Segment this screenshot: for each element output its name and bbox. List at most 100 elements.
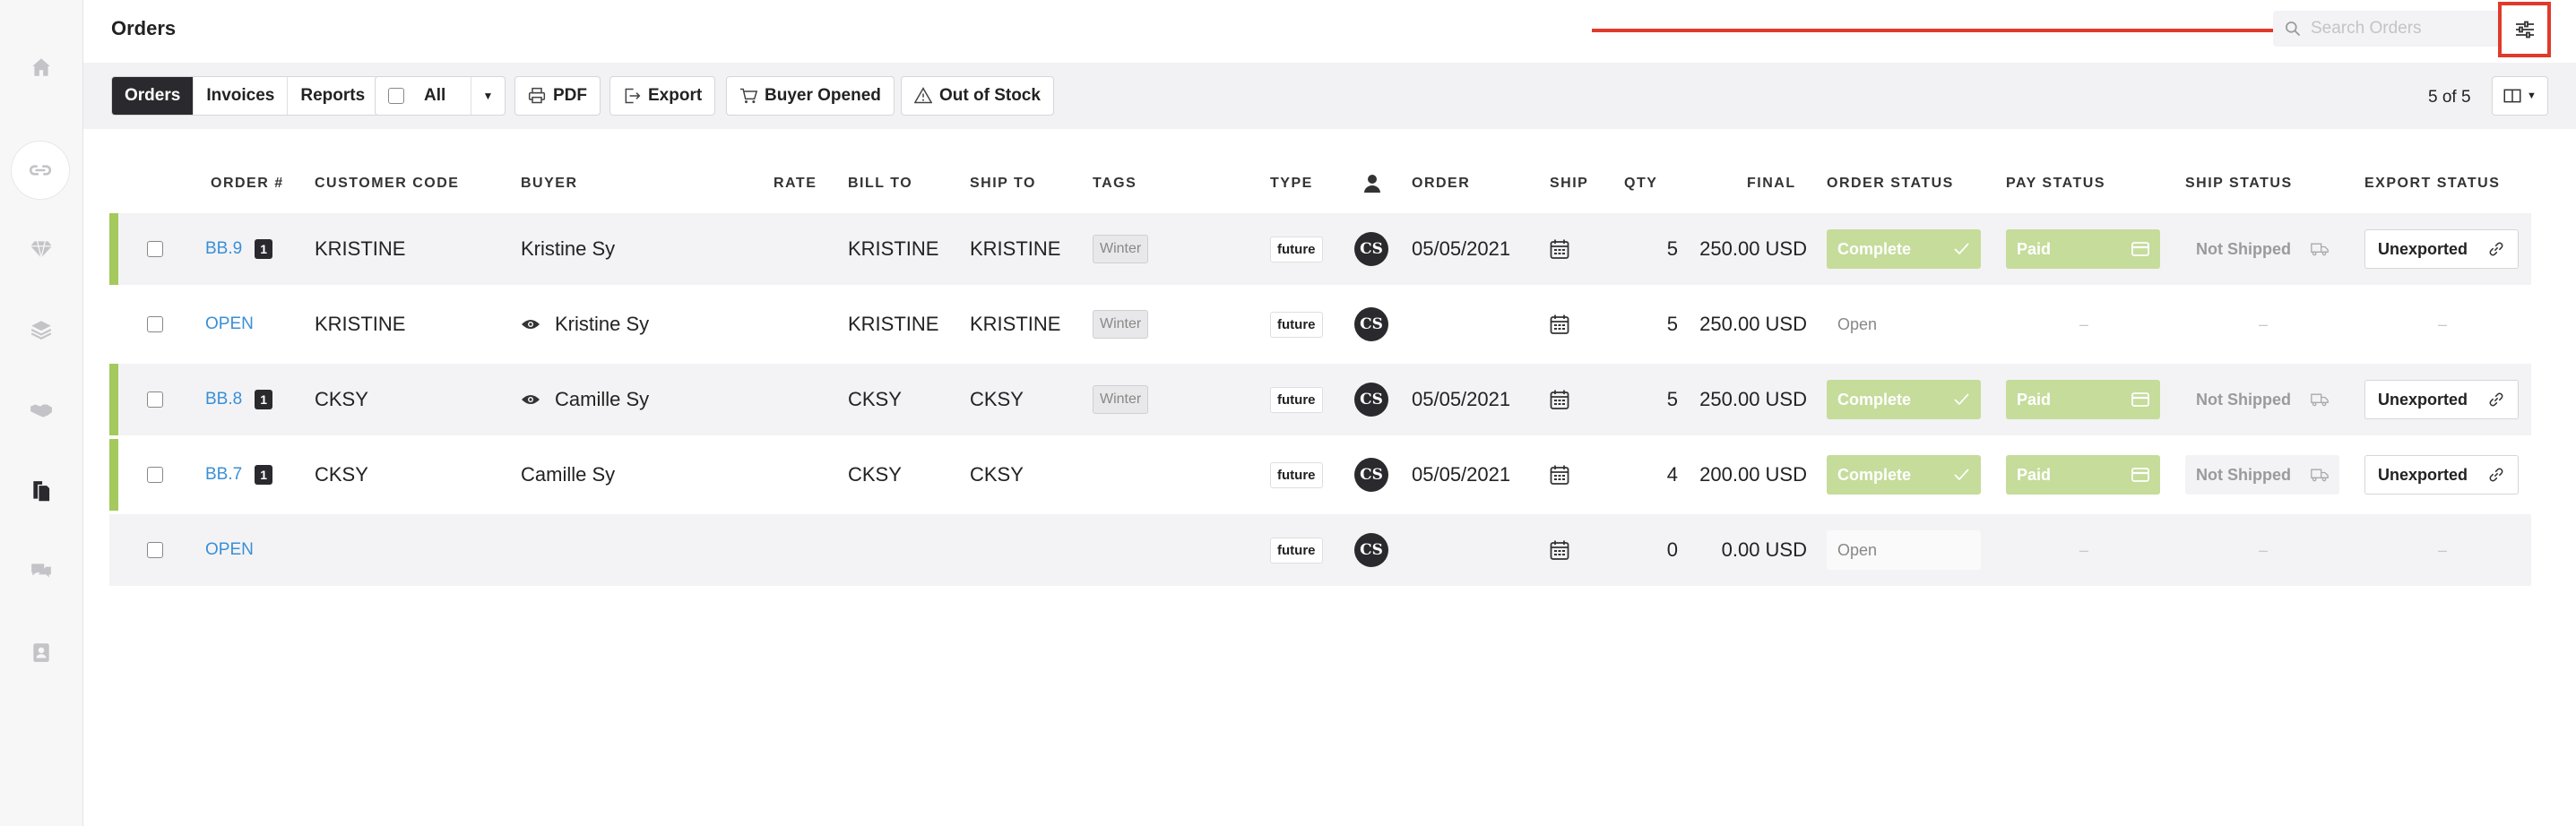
select-all-dropdown[interactable]: All ▼ [375,76,506,116]
col-ship-status[interactable]: SHIP STATUS [2185,176,2293,191]
handshake-icon[interactable] [24,393,58,427]
order-date: 05/05/2021 [1412,463,1511,486]
order-count-badge: 1 [255,239,273,259]
avatar: CS [1354,232,1388,266]
export-status-button[interactable]: Unexported [2364,455,2519,495]
home-icon[interactable] [24,50,58,84]
order-status-badge[interactable]: Open [1827,530,1981,570]
order-number-link[interactable]: BB.7 [205,465,243,484]
link-icon[interactable] [11,141,70,200]
row-checkbox[interactable] [147,316,163,332]
col-order-number[interactable]: ORDER # [211,176,284,191]
row-accent [109,439,118,511]
pay-status-badge[interactable]: Paid [2006,229,2160,269]
chat-icon[interactable] [24,555,58,589]
col-qty[interactable]: QTY [1624,176,1658,191]
row-checkbox[interactable] [147,467,163,483]
avatar: CS [1354,307,1388,341]
pay-status-label: Paid [2017,239,2052,258]
truck-icon [2311,243,2329,256]
row-checkbox[interactable] [147,241,163,257]
order-number-link[interactable]: OPEN [205,540,254,559]
search-input[interactable] [2311,19,2490,39]
ship-status-badge[interactable]: Not Shipped [2185,455,2339,495]
clipboard-icon[interactable] [24,635,58,669]
order-status-badge[interactable]: Complete [1827,455,1981,495]
table-row[interactable]: BB.8 1 CKSY Camille Sy CKSY CKSY Winter f… [109,364,2531,435]
documents-icon[interactable] [24,474,58,508]
ship-status-badge[interactable]: Not Shipped [2185,380,2339,419]
row-checkbox[interactable] [147,542,163,558]
order-status-badge[interactable]: Complete [1827,380,1981,419]
ship-to: KRISTINE [970,313,1061,335]
eye-icon [522,320,540,329]
export-button[interactable]: Export [609,76,716,116]
view-tabs: Orders Invoices Reports [111,76,379,116]
calendar-icon[interactable] [1550,238,1569,260]
tab-orders[interactable]: Orders [112,77,194,115]
buyer-name: Camille Sy [555,388,650,410]
pay-status-label: Paid [2017,390,2052,409]
table-row[interactable]: BB.7 1 CKSY Camille Sy CKSY CKSY future C… [109,439,2531,511]
buyer-opened-button[interactable]: Buyer Opened [726,76,895,116]
ship-status-empty: – [2259,540,2269,559]
table-row[interactable]: OPEN future CS 0 0.00 USD Open – – – [109,514,2531,586]
order-number-link[interactable]: OPEN [205,314,254,333]
row-checkbox[interactable] [147,391,163,408]
filter-settings-button[interactable] [2498,2,2551,57]
layers-icon[interactable] [24,313,58,347]
col-type[interactable]: TYPE [1270,176,1313,191]
col-rate[interactable]: RATE [774,176,817,191]
col-buyer[interactable]: BUYER [521,176,578,191]
buyer-name: Kristine Sy [555,313,650,335]
out-of-stock-button[interactable]: Out of Stock [901,76,1054,116]
order-date: 05/05/2021 [1412,237,1511,260]
col-order-status[interactable]: ORDER STATUS [1827,176,1954,191]
select-all-label: All [424,86,446,105]
calendar-icon[interactable] [1550,389,1569,410]
caret-down-icon[interactable]: ▼ [471,77,505,115]
calendar-icon[interactable] [1550,464,1569,486]
gem-icon[interactable] [24,232,58,266]
order-status-badge[interactable]: Open [1827,305,1981,344]
order-number-link[interactable]: BB.9 [205,239,243,258]
pdf-button[interactable]: PDF [514,76,601,116]
col-order-date[interactable]: ORDER [1412,176,1471,191]
col-pay-status[interactable]: PAY STATUS [2006,176,2106,191]
type-badge: future [1270,236,1323,262]
table-row[interactable]: OPEN KRISTINE Kristine Sy KRISTINE KRIST… [109,288,2531,360]
tab-invoices[interactable]: Invoices [194,77,289,115]
export-status-button[interactable]: Unexported [2364,380,2519,419]
col-export-status[interactable]: EXPORT STATUS [2364,176,2501,191]
pay-status-badge[interactable]: Paid [2006,380,2160,419]
qty: 5 [1666,313,1678,335]
pay-status-label: Paid [2017,465,2052,484]
col-bill-to[interactable]: BILL TO [848,176,913,191]
col-ship-to[interactable]: SHIP TO [970,176,1036,191]
qty: 0 [1666,538,1678,561]
tab-reports[interactable]: Reports [300,86,366,105]
order-date: 05/05/2021 [1412,388,1511,410]
type-badge: future [1270,461,1323,488]
bill-to: KRISTINE [848,313,939,335]
col-customer-code[interactable]: CUSTOMER CODE [315,176,460,191]
ship-status-badge[interactable]: Not Shipped [2185,229,2339,269]
bill-to: CKSY [848,463,902,486]
table-row[interactable]: BB.9 1 KRISTINE Kristine Sy KRISTINE KRIS… [109,213,2531,285]
col-final[interactable]: FINAL [1747,176,1796,191]
col-ship[interactable]: SHIP [1550,176,1589,191]
export-status-button[interactable]: Unexported [2364,229,2519,269]
order-status-badge[interactable]: Complete [1827,229,1981,269]
type-badge: future [1270,386,1323,413]
select-all-checkbox[interactable] [388,88,404,104]
pay-status-badge[interactable]: Paid [2006,455,2160,495]
calendar-icon[interactable] [1550,314,1569,335]
calendar-icon[interactable] [1550,539,1569,561]
credit-card-icon [2131,468,2149,482]
order-number-link[interactable]: BB.8 [205,390,243,409]
customer-code: KRISTINE [315,237,406,260]
qty: 4 [1666,463,1678,486]
customer-code: KRISTINE [315,313,406,335]
col-tags[interactable]: TAGS [1093,176,1137,191]
column-picker-button[interactable]: ▼ [2492,76,2548,116]
